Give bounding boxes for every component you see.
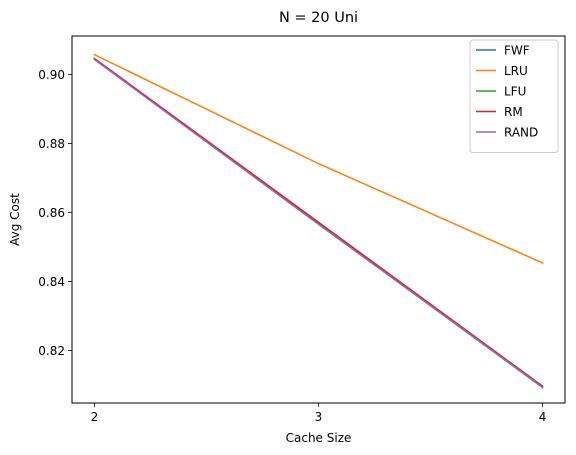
plot-lines (93, 53, 544, 389)
series-line-rm (93, 57, 544, 388)
legend-frame (469, 39, 559, 153)
series-line-lru (93, 53, 544, 264)
x-tick-label: 4 (539, 410, 547, 424)
y-tick-label: 0.84 (38, 275, 65, 289)
series-line-rand (93, 58, 544, 389)
legend-label-lru: LRU (504, 64, 528, 78)
x-axis-label: Cache Size (286, 431, 352, 445)
y-tick-label: 0.88 (38, 137, 65, 151)
legend-label-rand: RAND (504, 125, 538, 139)
legend: FWF LRU LFU RM RAND (469, 39, 559, 153)
y-tick-label: 0.82 (38, 344, 65, 358)
x-tick-label: 3 (315, 410, 323, 424)
legend-label-rm: RM (504, 105, 523, 119)
y-axis-ticks: 0.82 0.84 0.86 0.88 0.90 (38, 68, 72, 358)
x-tick-label: 2 (91, 410, 99, 424)
legend-label-lfu: LFU (504, 84, 526, 98)
y-axis-label: Avg Cost (8, 193, 22, 246)
x-axis-ticks: 2 3 4 (91, 403, 547, 424)
legend-label-fwf: FWF (504, 43, 530, 57)
chart-title: N = 20 Uni (279, 10, 358, 26)
y-tick-label: 0.86 (38, 206, 65, 220)
y-tick-label: 0.90 (38, 68, 65, 82)
